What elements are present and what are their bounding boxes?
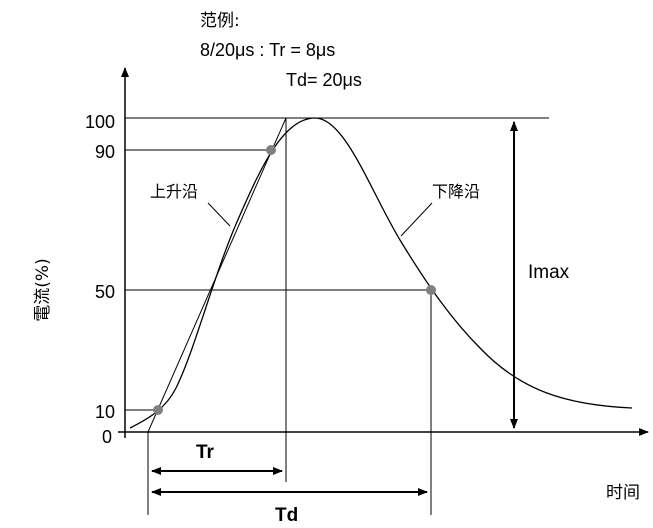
origin-label: 0 bbox=[102, 427, 112, 447]
y-tick-label-10: 10 bbox=[95, 402, 115, 422]
legend-line-1: 8/20μs : Tr = 8μs bbox=[200, 40, 335, 60]
point-10-percent bbox=[153, 405, 163, 415]
legend-line-2: Td= 20μs bbox=[286, 70, 362, 90]
y-tick-label-100: 100 bbox=[85, 112, 115, 132]
y-tick-label-90: 90 bbox=[95, 142, 115, 162]
td-label: Td bbox=[275, 505, 298, 526]
legend-title: 范例: bbox=[200, 11, 240, 31]
point-50-percent-tail bbox=[426, 285, 436, 295]
tr-label: Tr bbox=[196, 442, 215, 463]
rising-edge-label: 上升沿 bbox=[150, 182, 198, 201]
falling-edge-leader bbox=[400, 202, 433, 237]
x-axis-label: 时间 bbox=[606, 483, 640, 503]
point-90-percent bbox=[266, 145, 276, 155]
surge-waveform-curve bbox=[129, 117, 633, 429]
rising-edge-leader bbox=[207, 202, 231, 227]
y-tick-label-50: 50 bbox=[95, 282, 115, 302]
falling-edge-label: 下降沿 bbox=[432, 182, 480, 201]
y-axis-label: 電流(%) bbox=[33, 258, 53, 321]
imax-label: Imax bbox=[528, 262, 570, 283]
